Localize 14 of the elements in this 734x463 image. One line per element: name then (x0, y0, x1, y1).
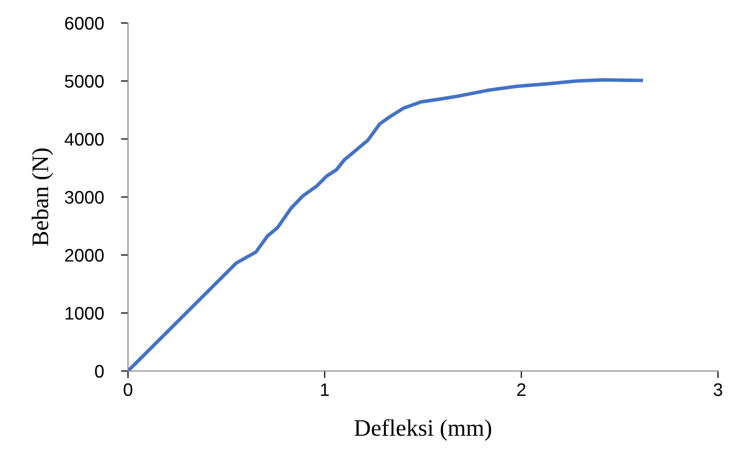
y-tick-label: 0 (95, 364, 104, 378)
y-tick-label: 3000 (64, 190, 104, 204)
x-tick-label: 3 (714, 383, 722, 396)
x-axis-title: Defleksi (mm) (354, 419, 492, 441)
line-series (128, 78, 644, 371)
y-tick-label: 2000 (65, 248, 104, 262)
y-tick-label: 1000 (66, 306, 104, 320)
y-tick-label: 4000 (64, 132, 104, 146)
y-tick-label: 5000 (64, 74, 104, 88)
y-axis-title: Beban (N) (32, 148, 54, 246)
y-tick-label: 6000 (65, 16, 104, 30)
x-tick-label: 1 (321, 383, 329, 396)
x-tick-label: 2 (517, 383, 526, 396)
x-tick-label: 0 (124, 383, 132, 396)
